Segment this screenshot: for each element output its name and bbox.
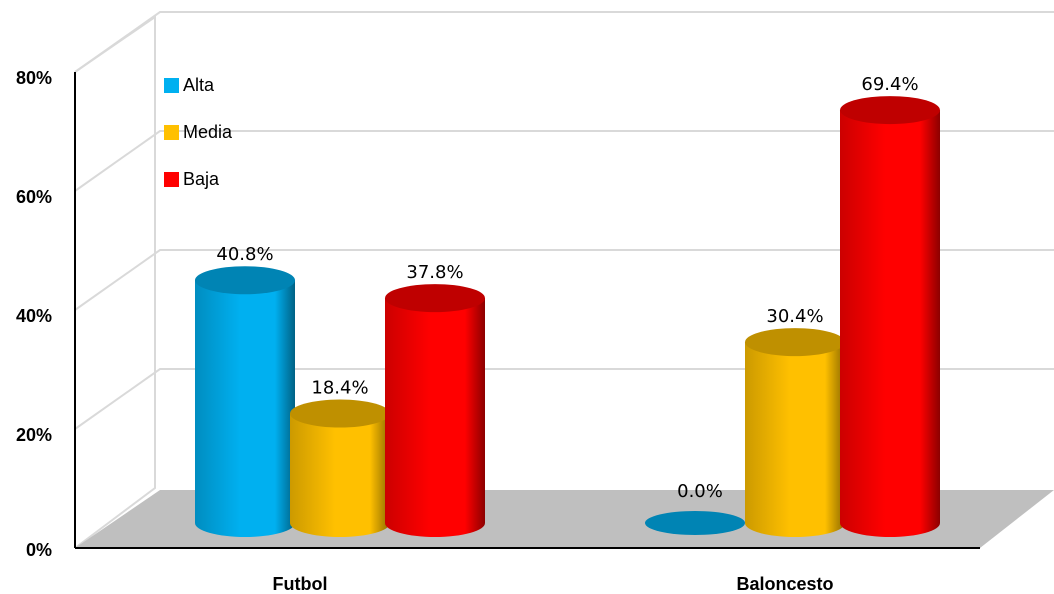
- bar-body: [840, 110, 940, 537]
- gridline: [74, 130, 1054, 192]
- y-tick-label: 0%: [26, 540, 52, 560]
- legend-swatch: [164, 125, 179, 140]
- legend-swatch: [164, 172, 179, 187]
- bar-top: [290, 399, 390, 428]
- bar-top: [195, 266, 295, 295]
- bar-top: [840, 96, 940, 125]
- bar-body: [745, 342, 845, 537]
- y-axis-tick-labels: 0% 20% 40% 60% 80%: [16, 68, 52, 560]
- bar-body: [385, 298, 485, 537]
- bar-top: [745, 328, 845, 357]
- bar-media-baloncesto: [745, 328, 845, 537]
- gridline: [74, 249, 1054, 311]
- legend-swatch: [164, 78, 179, 93]
- bar-top: [645, 511, 745, 535]
- gridline: [74, 11, 1054, 73]
- bar-body: [290, 413, 390, 537]
- bar-media-futbol: [290, 399, 390, 537]
- x-axis-category-labels: Futbol Baloncesto: [273, 574, 834, 594]
- data-labels: 40.8% 18.4% 37.8% 0.0% 30.4% 69.4%: [216, 74, 918, 502]
- data-label: 37.8%: [406, 262, 463, 283]
- data-label: 69.4%: [861, 74, 918, 95]
- data-label: 40.8%: [216, 244, 273, 265]
- y-tick-label: 20%: [16, 425, 52, 445]
- legend: Alta Media Baja: [164, 75, 233, 189]
- axes: [74, 72, 980, 549]
- legend-item-baja: Baja: [164, 169, 220, 189]
- y-tick-label: 80%: [16, 68, 52, 88]
- bar-baja-futbol: [385, 284, 485, 537]
- legend-label: Media: [183, 122, 233, 142]
- bar-alta-baloncesto: [645, 511, 745, 535]
- y-tick-label: 40%: [16, 306, 52, 326]
- x-category-label: Futbol: [273, 574, 328, 594]
- bar-baja-baloncesto: [840, 96, 940, 537]
- y-tick-label: 60%: [16, 187, 52, 207]
- bar-alta-futbol: [195, 266, 295, 537]
- x-category-label: Baloncesto: [736, 574, 833, 594]
- data-label: 18.4%: [311, 378, 368, 399]
- bars: [195, 96, 940, 537]
- bar-top: [385, 284, 485, 313]
- bar-body: [195, 280, 295, 537]
- data-label: 0.0%: [677, 481, 723, 502]
- legend-label: Alta: [183, 75, 215, 95]
- legend-item-alta: Alta: [164, 75, 215, 95]
- legend-label: Baja: [183, 169, 220, 189]
- legend-item-media: Media: [164, 122, 233, 142]
- data-label: 30.4%: [766, 306, 823, 327]
